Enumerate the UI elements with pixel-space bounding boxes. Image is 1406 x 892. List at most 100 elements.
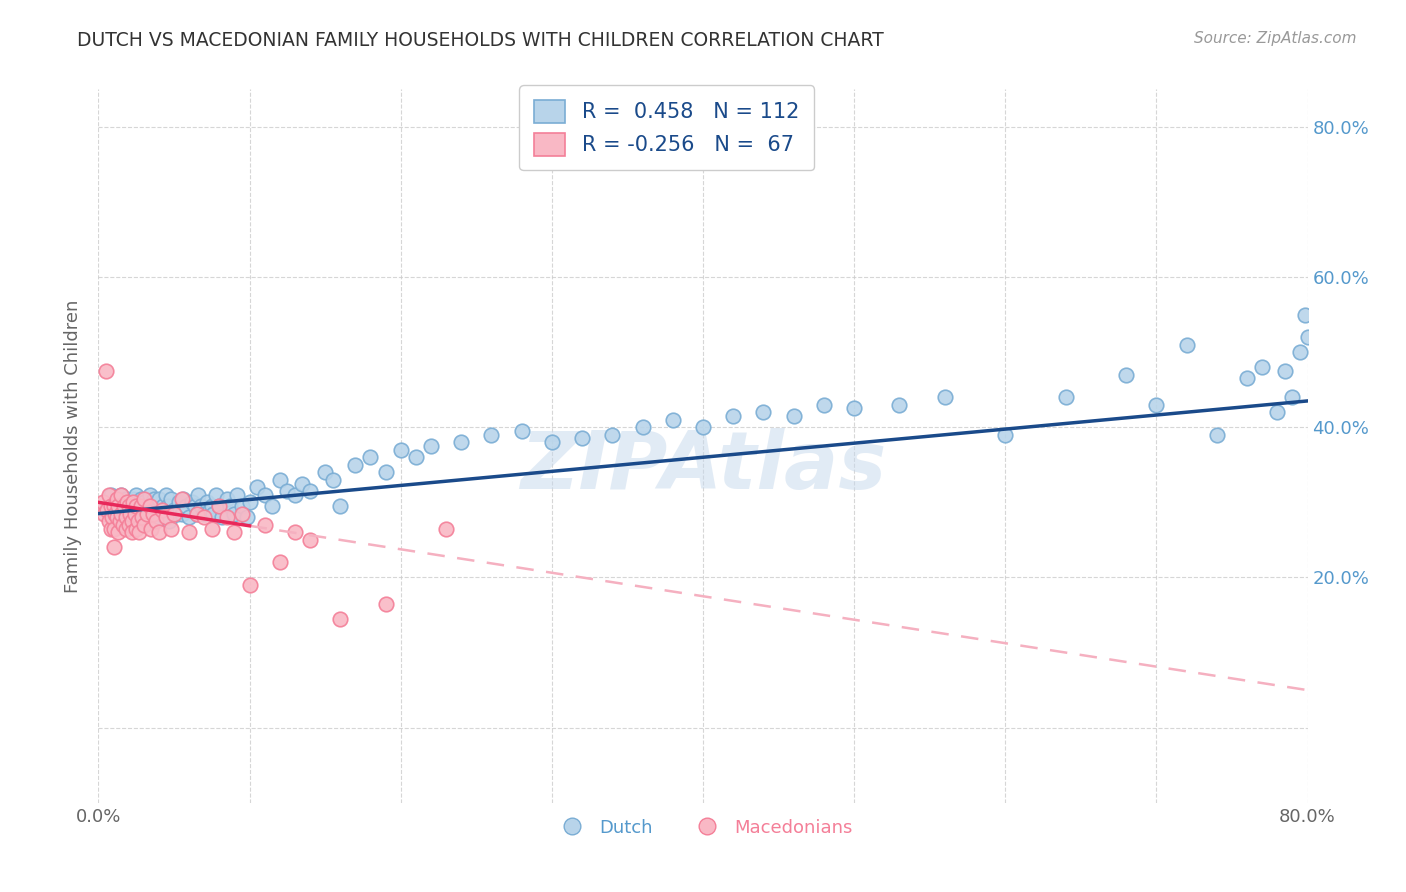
- Point: [540, 435, 562, 450]
- Point: [103, 541, 125, 555]
- Point: [205, 488, 228, 502]
- Point: [110, 488, 132, 502]
- Point: [105, 491, 128, 506]
- Point: [1175, 337, 1198, 351]
- Point: [299, 484, 322, 499]
- Point: [160, 491, 183, 506]
- Point: [121, 503, 143, 517]
- Point: [602, 427, 624, 442]
- Point: [1236, 371, 1258, 385]
- Point: [128, 510, 150, 524]
- Point: [132, 491, 155, 506]
- Point: [141, 499, 163, 513]
- Point: [269, 556, 291, 570]
- Point: [201, 499, 224, 513]
- Point: [103, 499, 125, 513]
- Point: [135, 507, 157, 521]
- Point: [145, 514, 167, 528]
- Point: [193, 510, 215, 524]
- Point: [174, 499, 197, 513]
- Point: [179, 510, 201, 524]
- Point: [160, 522, 183, 536]
- Point: [124, 507, 146, 521]
- Point: [100, 488, 122, 502]
- Point: [1206, 427, 1229, 442]
- Point: [139, 488, 162, 502]
- Point: [125, 507, 148, 521]
- Point: [122, 495, 145, 509]
- Point: [136, 507, 159, 521]
- Point: [150, 503, 173, 517]
- Point: [114, 491, 136, 506]
- Point: [170, 507, 193, 521]
- Point: [224, 507, 246, 521]
- Point: [152, 499, 174, 513]
- Point: [1267, 405, 1289, 419]
- Point: [231, 507, 253, 521]
- Point: [118, 517, 141, 532]
- Point: [110, 507, 132, 521]
- Point: [1274, 364, 1296, 378]
- Point: [148, 510, 170, 524]
- Point: [187, 488, 209, 502]
- Point: [148, 525, 170, 540]
- Point: [98, 514, 121, 528]
- Point: [108, 514, 131, 528]
- Point: [122, 491, 145, 506]
- Point: [1281, 390, 1303, 404]
- Point: [159, 514, 181, 528]
- Point: [215, 491, 238, 506]
- Point: [692, 420, 714, 434]
- Y-axis label: Family Households with Children: Family Households with Children: [65, 300, 83, 592]
- Point: [155, 488, 177, 502]
- Point: [329, 612, 352, 626]
- Point: [1294, 308, 1316, 322]
- Point: [314, 465, 336, 479]
- Point: [253, 517, 276, 532]
- Point: [434, 522, 457, 536]
- Point: [661, 413, 683, 427]
- Point: [115, 495, 138, 509]
- Point: [127, 499, 149, 513]
- Point: [132, 507, 155, 521]
- Point: [100, 522, 122, 536]
- Point: [179, 525, 201, 540]
- Point: [129, 491, 152, 506]
- Point: [114, 522, 136, 536]
- Point: [329, 499, 352, 513]
- Point: [1054, 390, 1077, 404]
- Point: [120, 507, 142, 521]
- Point: [124, 499, 146, 513]
- Point: [360, 450, 382, 465]
- Point: [190, 499, 212, 513]
- Point: [186, 507, 208, 521]
- Point: [121, 525, 143, 540]
- Point: [114, 510, 136, 524]
- Point: [389, 442, 412, 457]
- Point: [186, 507, 208, 521]
- Point: [219, 499, 242, 513]
- Point: [208, 499, 231, 513]
- Point: [184, 499, 207, 513]
- Point: [291, 476, 314, 491]
- Point: [156, 499, 179, 513]
- Text: Source: ZipAtlas.com: Source: ZipAtlas.com: [1194, 31, 1357, 46]
- Point: [284, 525, 307, 540]
- Point: [723, 409, 745, 423]
- Point: [276, 484, 298, 499]
- Point: [166, 507, 188, 521]
- Point: [239, 578, 262, 592]
- Point: [170, 491, 193, 506]
- Point: [1115, 368, 1137, 382]
- Point: [994, 427, 1017, 442]
- Point: [118, 510, 141, 524]
- Point: [131, 510, 153, 524]
- Point: [101, 510, 124, 524]
- Point: [783, 409, 806, 423]
- Point: [142, 507, 165, 521]
- Point: [135, 499, 157, 513]
- Point: [98, 488, 121, 502]
- Point: [239, 495, 262, 509]
- Point: [167, 495, 190, 509]
- Point: [110, 488, 132, 502]
